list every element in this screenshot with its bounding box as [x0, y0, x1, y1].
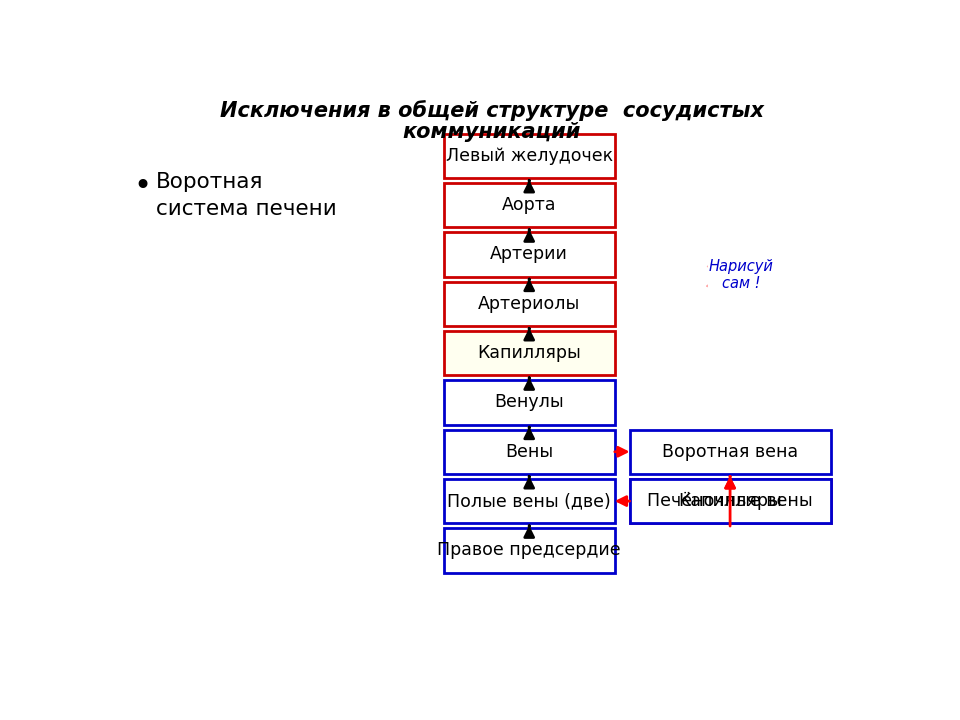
FancyBboxPatch shape [630, 479, 830, 523]
Text: Венулы: Венулы [494, 393, 564, 411]
Text: •: • [133, 172, 152, 202]
FancyBboxPatch shape [630, 430, 830, 474]
Text: Воротная
система печени: Воротная система печени [156, 172, 336, 219]
FancyBboxPatch shape [444, 430, 614, 474]
Text: Нарисуй
сам !: Нарисуй сам ! [708, 258, 774, 291]
FancyBboxPatch shape [444, 380, 614, 425]
FancyBboxPatch shape [444, 331, 614, 375]
FancyBboxPatch shape [444, 233, 614, 276]
Text: Капилляры: Капилляры [678, 492, 782, 510]
Text: Аорта: Аорта [502, 196, 557, 214]
Text: Артериолы: Артериолы [478, 294, 581, 312]
FancyBboxPatch shape [444, 282, 614, 326]
Text: коммуникаций: коммуникаций [403, 122, 581, 143]
Text: Воротная вена: Воротная вена [662, 443, 798, 461]
Text: Полые вены (две): Полые вены (две) [447, 492, 612, 510]
Text: Капилляры: Капилляры [477, 344, 581, 362]
Text: Печёночные вены: Печёночные вены [647, 492, 813, 510]
Text: Артерии: Артерии [491, 246, 568, 264]
FancyBboxPatch shape [444, 183, 614, 228]
FancyBboxPatch shape [630, 479, 830, 523]
FancyBboxPatch shape [444, 133, 614, 178]
FancyBboxPatch shape [444, 528, 614, 572]
Text: Исключения в общей структуре  сосудистых: Исключения в общей структуре сосудистых [220, 100, 764, 121]
Text: Правое предсердие: Правое предсердие [438, 541, 621, 559]
FancyBboxPatch shape [444, 479, 614, 523]
Text: Вены: Вены [505, 443, 553, 461]
Text: Левый желудочек: Левый желудочек [445, 147, 612, 165]
